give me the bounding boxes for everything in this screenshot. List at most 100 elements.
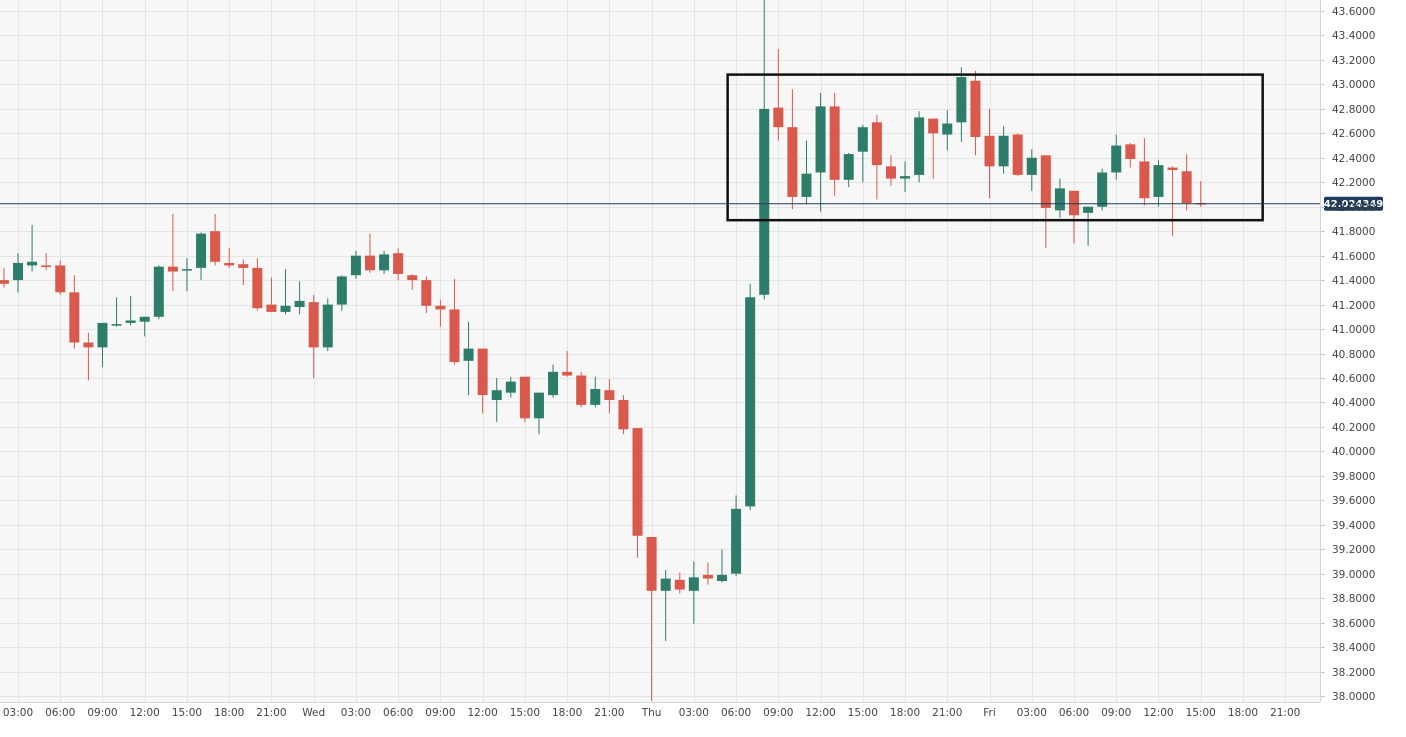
candle [1040,155,1051,249]
overlays: 42.024349 [0,73,1384,222]
candle-body [491,390,502,400]
time-tick-label: 03:00 [679,707,709,719]
candle-body [885,166,896,179]
candle-body [1181,171,1192,204]
price-tick-label: 38.4000 [1332,642,1375,654]
candle [984,108,995,199]
candle [41,253,52,271]
price-tick-label: 39.8000 [1332,471,1375,483]
candle-body [1125,144,1136,160]
candle-body [1054,188,1065,211]
candle-body [477,348,488,396]
candle-body [1153,165,1164,197]
candle [1012,133,1023,177]
price-tick-label: 40.4000 [1332,397,1375,409]
candle [702,562,713,585]
candle [533,392,544,435]
candle-body [308,302,319,348]
candle [928,118,939,179]
candle-body [956,77,967,123]
candle-body [871,122,882,166]
candle-body [365,255,375,271]
current-price-label: 42.024349 [1324,199,1384,210]
candle-body [773,107,784,128]
candle [1054,178,1065,218]
candle [421,276,432,314]
candle [1026,149,1037,191]
candle-body [421,280,432,306]
candle [773,48,784,141]
candle-body [674,579,685,590]
candle-body [1040,155,1051,208]
candle-body [435,305,446,310]
candle-body [604,390,615,400]
price-tick-label: 38.8000 [1332,593,1375,605]
candle-body [660,578,671,591]
time-tick-label: 15:00 [510,707,540,719]
candle-body [27,261,38,266]
candle-body [210,231,221,262]
time-tick-label: 03:00 [1017,707,1047,719]
time-tick-label: 21:00 [256,707,286,719]
price-tick-label: 39.4000 [1332,520,1375,532]
candle-body [83,342,94,348]
candle [463,321,474,396]
time-tick-label: 21:00 [932,707,962,719]
candle [393,248,404,281]
candle [365,233,375,273]
time-tick-label: 18:00 [1228,707,1258,719]
candle-body [731,508,742,574]
candle [379,250,390,274]
candle-body [843,154,854,180]
price-axis[interactable]: 38.0000 38.2000 38.4000 38.6000 38.8000 39.00… [1320,6,1375,703]
candle-body [519,376,530,419]
candle [505,376,516,398]
time-tick-label: 03:00 [341,707,371,719]
time-tick-label: Thu [641,707,662,719]
candle [210,214,221,266]
candle [322,298,333,352]
candle-body [1111,145,1122,173]
price-tick-label: 40.2000 [1332,422,1375,434]
candle [843,152,854,188]
price-tick-label: 39.2000 [1332,544,1375,556]
candle-body [280,305,291,312]
candle-body [13,262,23,281]
candle-body [970,80,981,137]
candle [111,297,122,327]
candle [139,316,150,337]
time-axis[interactable]: 03:00 06:00 09:00 12:00 15:00 18:00 21:00 Wed 03… [3,707,1300,719]
candle-body [702,574,713,579]
candle [1139,138,1150,206]
candle-body [745,297,756,507]
candle-body [1069,190,1079,216]
candle [153,265,164,320]
grid-lines [0,0,1320,702]
candle [618,395,629,435]
price-tick-label: 43.6000 [1332,6,1375,18]
candle [885,155,896,186]
time-tick-label: 21:00 [1270,707,1300,719]
candle [125,296,136,326]
candle [998,125,1009,174]
candle-body [379,254,390,271]
time-tick-label: 06:00 [1059,707,1089,719]
time-tick-label: 09:00 [87,707,117,719]
candle-body [787,127,798,197]
candle [604,379,615,414]
candle [238,259,249,285]
candle [280,269,291,315]
candle-body [224,262,235,266]
price-tick-label: 42.8000 [1332,104,1375,116]
candle-body [548,371,559,396]
candle [660,570,671,641]
candle [787,89,798,210]
range-annotation-box[interactable] [726,73,1264,222]
candle [548,364,559,398]
plot-background [0,0,1320,702]
candle [1167,166,1178,237]
candle [308,294,319,378]
candle [900,161,911,193]
candle-body [97,322,108,348]
